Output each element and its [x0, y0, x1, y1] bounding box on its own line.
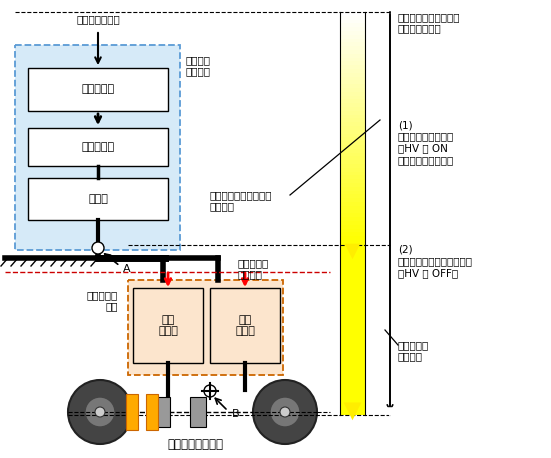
Bar	[340, 156, 365, 160]
Bar	[340, 84, 365, 88]
Bar	[340, 187, 365, 191]
Text: (1)
事前に供給しておく
（HV を ON
＋電空変換弁指令）: (1) 事前に供給しておく （HV を ON ＋電空変換弁指令）	[398, 120, 454, 165]
Text: ブレーキシリンダ: ブレーキシリンダ	[167, 438, 223, 451]
Circle shape	[253, 380, 317, 444]
Bar	[340, 183, 365, 187]
Bar	[340, 107, 365, 111]
Circle shape	[85, 397, 115, 427]
Bar	[340, 119, 365, 122]
Bar	[340, 145, 365, 149]
Bar	[340, 111, 365, 114]
Bar	[146, 394, 158, 430]
Bar	[340, 175, 365, 179]
Bar	[340, 172, 365, 175]
Bar	[340, 179, 365, 183]
Bar	[340, 114, 365, 119]
Text: 従来のブレーキ手順の
応答時間: 従来のブレーキ手順の 応答時間	[210, 190, 273, 212]
Bar	[340, 229, 365, 232]
Bar	[340, 96, 365, 99]
Text: 滑走制御弁
装置: 滑走制御弁 装置	[87, 290, 118, 311]
Text: 滑走
制御弁: 滑走 制御弁	[235, 315, 255, 336]
Bar	[340, 149, 365, 153]
Bar	[340, 58, 365, 61]
Bar	[340, 92, 365, 96]
Bar	[340, 69, 365, 73]
Text: 複式逆止弁: 複式逆止弁	[82, 142, 115, 152]
Bar	[210, 288, 280, 363]
Bar	[340, 213, 365, 217]
Bar	[340, 194, 365, 198]
Text: ブレーキ
制御装置: ブレーキ 制御装置	[186, 55, 211, 76]
Bar	[340, 20, 365, 23]
Text: 滑走
制御弁: 滑走 制御弁	[158, 315, 178, 336]
Bar	[340, 81, 365, 84]
Bar	[340, 153, 365, 156]
Bar	[340, 73, 365, 76]
Bar	[340, 198, 365, 202]
Bar	[340, 160, 365, 164]
Bar	[340, 43, 365, 46]
Bar	[28, 128, 168, 166]
Bar	[340, 23, 365, 27]
Text: (2)
提案手法のブレーキ開始点
（HV を OFF）: (2) 提案手法のブレーキ開始点 （HV を OFF）	[398, 245, 473, 278]
Text: 従来のブレーキ手順の
ブレーキ開始点: 従来のブレーキ手順の ブレーキ開始点	[398, 12, 461, 33]
Bar	[340, 88, 365, 92]
Bar	[340, 240, 365, 415]
Bar	[340, 130, 365, 134]
Bar	[126, 394, 138, 430]
Bar	[340, 99, 365, 103]
Bar	[340, 221, 365, 225]
Circle shape	[204, 385, 216, 397]
Bar	[340, 46, 365, 50]
Text: 提案手法の
応答時間: 提案手法の 応答時間	[398, 340, 429, 362]
Bar	[340, 16, 365, 20]
Text: A: A	[123, 264, 131, 274]
Bar	[15, 45, 180, 250]
Bar	[128, 280, 283, 375]
Text: B: B	[232, 409, 240, 419]
Circle shape	[68, 380, 132, 444]
Bar	[340, 12, 365, 16]
Bar	[340, 122, 365, 126]
Bar	[340, 65, 365, 69]
Bar	[28, 68, 168, 111]
Circle shape	[95, 407, 105, 417]
Text: 電空変換弁指令: 電空変換弁指令	[76, 14, 120, 24]
Bar	[340, 236, 365, 240]
Bar	[154, 397, 170, 427]
Circle shape	[92, 242, 104, 254]
Bar	[190, 397, 206, 427]
Bar	[340, 61, 365, 65]
Bar	[340, 232, 365, 236]
Bar	[133, 288, 203, 363]
Bar	[340, 31, 365, 35]
Bar	[340, 35, 365, 38]
Circle shape	[270, 397, 300, 427]
Bar	[340, 103, 365, 107]
Bar	[340, 202, 365, 206]
Bar	[340, 38, 365, 43]
Bar	[340, 27, 365, 31]
Bar	[340, 210, 365, 213]
Text: 中継弁: 中継弁	[88, 194, 108, 204]
Bar	[340, 134, 365, 137]
Text: 電空変換弁: 電空変換弁	[82, 84, 115, 94]
Bar	[340, 217, 365, 221]
Bar	[340, 54, 365, 58]
Bar	[340, 168, 365, 172]
Bar	[340, 141, 365, 145]
Circle shape	[280, 407, 290, 417]
Bar	[340, 76, 365, 81]
Text: 滑走制御弁
指令信号: 滑走制御弁 指令信号	[238, 258, 269, 279]
Bar	[340, 206, 365, 210]
Bar	[340, 126, 365, 130]
Bar	[28, 178, 168, 220]
Bar	[340, 137, 365, 141]
Bar	[340, 225, 365, 229]
Bar	[340, 164, 365, 168]
Bar	[340, 50, 365, 54]
Bar	[340, 191, 365, 194]
